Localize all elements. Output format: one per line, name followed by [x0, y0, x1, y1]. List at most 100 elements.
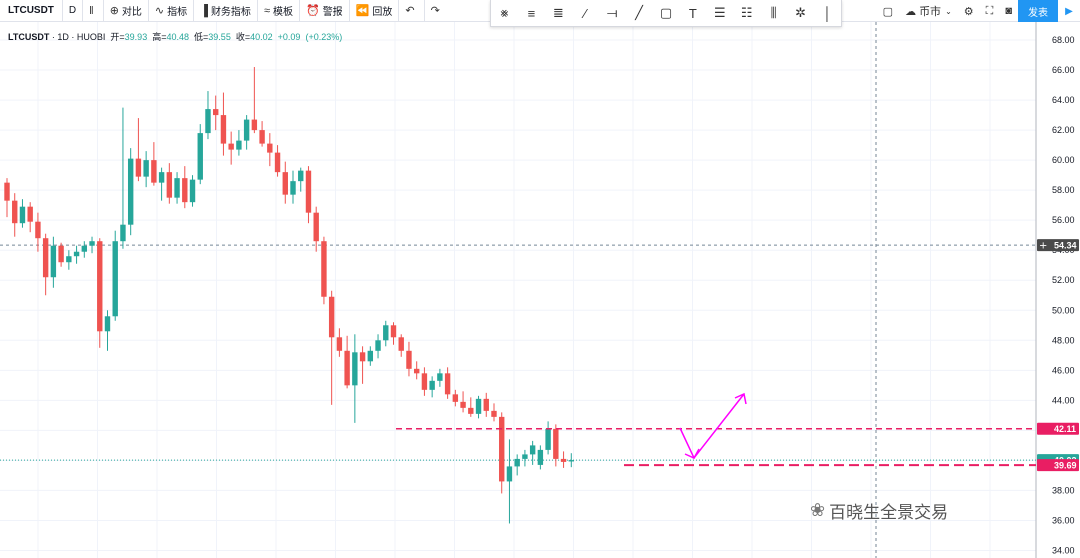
candle-body: [460, 401, 466, 408]
vertical-line-tool-icon[interactable]: │: [823, 5, 832, 21]
compare-label: 对比: [121, 7, 142, 18]
legend-symbol: LTCUSDT: [8, 32, 50, 42]
candle-body: [135, 158, 142, 177]
wechat-icon: ❀: [810, 500, 826, 521]
cloud-icon: ☁: [905, 5, 917, 18]
financials-button[interactable]: ▐ 财务指标: [194, 0, 258, 22]
candle-body: [313, 212, 319, 242]
fib-tool-icon[interactable]: ≡: [527, 5, 536, 21]
undo-button[interactable]: ↶: [399, 0, 425, 22]
candle-body: [514, 458, 520, 467]
candle-body: [81, 245, 87, 252]
magnet-tool-icon[interactable]: ✲: [795, 5, 807, 20]
currency-dropdown[interactable]: ☁ 币市 ⌄: [899, 0, 958, 22]
templates-button[interactable]: ≈ 模板: [258, 0, 300, 22]
watermark: ❀ 百晓生全景交易: [810, 498, 948, 523]
candle-body: [143, 160, 149, 177]
price-tick-label: 50.00: [1052, 305, 1075, 315]
resistance-price-badge-bg: [1037, 422, 1079, 435]
legend-high-value: 40.48: [166, 32, 190, 42]
candle-body: [545, 428, 551, 450]
candle-body: [568, 460, 574, 462]
candle-body: [305, 170, 312, 213]
legend-low-value: 39.55: [208, 32, 231, 42]
candle-body: [398, 337, 404, 351]
legend-high-label: 高=: [152, 32, 167, 42]
candle-body: [560, 458, 567, 462]
candle-body: [197, 133, 203, 180]
candle-body: [437, 373, 443, 381]
candle-body: [298, 170, 304, 182]
price-tick-label: 38.00: [1052, 485, 1075, 495]
resistance-price-badge: 42.11: [1054, 424, 1076, 434]
price-tick-label: 60.00: [1052, 155, 1075, 165]
long-position-tool-icon[interactable]: ☰: [714, 5, 726, 20]
candle-body: [483, 398, 489, 411]
short-position-tool-icon[interactable]: ☷: [740, 5, 753, 20]
interval-button[interactable]: D: [63, 0, 84, 22]
currency-label: 币市: [919, 6, 942, 18]
select-square-icon[interactable]: ▢: [882, 5, 894, 18]
replay-label: 回放: [372, 7, 393, 18]
trend-line-tool-icon[interactable]: ╱: [635, 5, 643, 20]
candle-body: [328, 296, 335, 338]
candle-body: [282, 172, 288, 195]
legend-close-value: 40.02: [250, 32, 273, 42]
legend-interval: 1D: [57, 32, 69, 42]
alarm-clock-icon: ⏰: [305, 5, 320, 17]
publish-button[interactable]: 发表: [1018, 0, 1058, 22]
undo-icon: ↶: [405, 5, 415, 17]
candle-body: [220, 115, 227, 144]
horizontal-ray-tool-icon[interactable]: ⟞: [606, 5, 618, 20]
price-tick-label: 68.00: [1052, 35, 1075, 45]
candle-body: [267, 143, 273, 153]
replay-button[interactable]: ⏪ 回放: [350, 0, 400, 22]
candle-body: [290, 181, 296, 195]
candle-body: [444, 373, 451, 395]
candle-body: [112, 241, 118, 317]
candle-body: [189, 179, 196, 203]
candle-body: [12, 200, 18, 224]
indicators-button[interactable]: ∿ 指标: [149, 0, 195, 22]
candle-body: [97, 241, 103, 332]
rectangle-tool-icon[interactable]: ▢: [659, 5, 673, 20]
fullscreen-icon[interactable]: ⛶: [985, 4, 994, 17]
candle-body: [151, 160, 157, 183]
price-chart[interactable]: 34.0036.0038.0040.0042.0044.0046.0048.00…: [0, 22, 1080, 558]
symbol-search-button[interactable]: LTCUSDT: [0, 0, 63, 22]
legend-open-label: 开=: [110, 32, 125, 42]
candle-body: [475, 398, 482, 414]
candle-body: [429, 380, 435, 390]
alert-button[interactable]: ⏰ 警报: [300, 0, 350, 22]
candle-body: [413, 368, 420, 374]
brush-tool-icon[interactable]: ∕: [584, 5, 587, 21]
settings-gear-icon[interactable]: ⚙: [963, 5, 974, 18]
arrow-head-up: [734, 392, 747, 405]
candle-body: [406, 350, 412, 369]
price-tick-label: 66.00: [1052, 65, 1075, 75]
candle-body: [367, 350, 374, 362]
chart-type-button[interactable]: ‖: [83, 0, 104, 22]
bars-pattern-tool-icon[interactable]: ⫼: [770, 5, 777, 20]
candle-body: [120, 224, 126, 242]
pattern-tool-icon[interactable]: ⨳: [500, 5, 509, 20]
price-tick-label: 36.00: [1052, 515, 1075, 525]
play-icon[interactable]: ▶: [1065, 5, 1073, 17]
candle-body: [35, 221, 41, 239]
drawing-toolbar: ⨳ ≡ ≣ ∕ ⟞ ╱ ▢ T ☰ ☷ ⫼ ✲ │: [490, 0, 842, 27]
legend-exchange: HUOBI: [76, 32, 106, 42]
candle-body: [506, 466, 513, 482]
candle-body: [344, 350, 350, 386]
candle-body: [390, 325, 397, 338]
compare-button[interactable]: ⊕ 对比: [104, 0, 149, 22]
price-tick-label: 52.00: [1052, 275, 1075, 285]
price-tick-label: 62.00: [1052, 125, 1075, 135]
candle-body: [213, 109, 219, 116]
fib-fan-tool-icon[interactable]: ≣: [552, 5, 564, 20]
redo-button[interactable]: ↷: [425, 0, 449, 22]
camera-icon[interactable]: ◙: [1005, 5, 1012, 17]
candle-body: [499, 416, 505, 482]
candle-body: [166, 172, 173, 198]
arrow-head-down: [684, 448, 700, 459]
text-tool-icon[interactable]: T: [688, 5, 697, 21]
